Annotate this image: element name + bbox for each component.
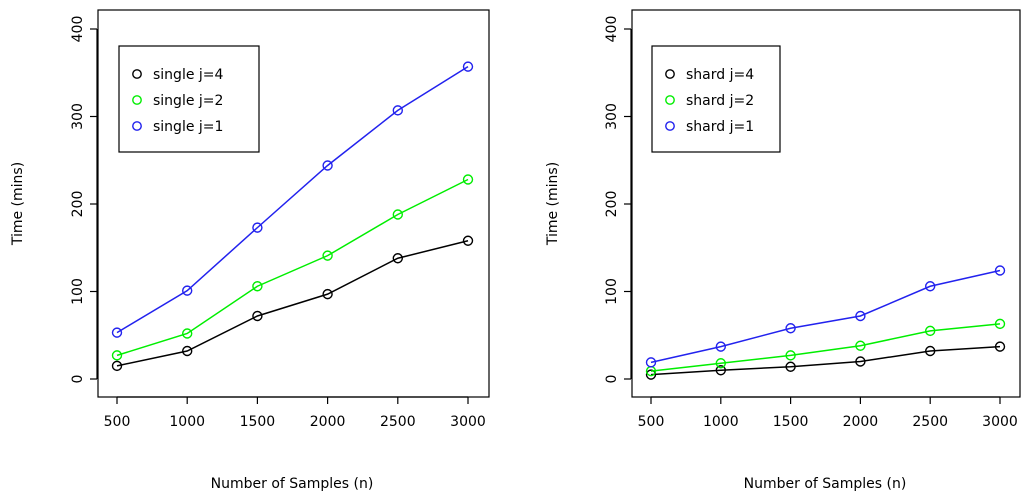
x-tick-label: 3000 (450, 414, 486, 430)
x-tick-label: 1000 (169, 414, 205, 430)
series-single-j-2 (111, 174, 474, 361)
series-line (116, 240, 469, 367)
legend-label: shard j=4 (686, 67, 754, 83)
y-tick-label: 300 (70, 103, 86, 130)
data-point (715, 365, 726, 376)
y-tick-label: 0 (604, 375, 620, 384)
y-axis-title: Time (mins) (10, 162, 26, 246)
legend-label: shard j=2 (686, 93, 754, 109)
data-point (462, 61, 474, 72)
legend-marker (665, 95, 675, 105)
series-line (650, 269, 1001, 364)
data-point (994, 265, 1006, 276)
legend-label: single j=4 (153, 67, 224, 83)
data-point (785, 323, 796, 334)
legend: shard j=4 shard j=2 shard j=1 (651, 45, 781, 153)
legend-label: shard j=1 (686, 119, 754, 135)
legend-marker (132, 121, 142, 131)
y-tick-label: 100 (70, 278, 86, 305)
legend-label: single j=2 (153, 93, 223, 109)
legend-box (651, 45, 781, 153)
series-single-j-4 (111, 235, 474, 372)
legend-marker (132, 69, 142, 79)
y-tick-label: 200 (604, 191, 620, 218)
legend-label: single j=1 (153, 119, 223, 135)
x-tick-label: 2000 (310, 414, 346, 430)
x-tick-label: 500 (104, 414, 131, 430)
y-tick-label: 400 (604, 16, 620, 43)
x-tick-label: 2500 (380, 414, 416, 430)
data-point (111, 327, 123, 338)
data-point (181, 285, 193, 296)
y-tick-label: 0 (70, 375, 86, 384)
data-point (855, 310, 866, 322)
series-shard-j-1 (645, 265, 1006, 368)
data-point (994, 341, 1006, 352)
data-point (462, 235, 474, 246)
y-axis-title: Time (mins) (545, 162, 561, 246)
x-axis-title: Number of Samples (n) (211, 476, 374, 492)
data-point (111, 360, 123, 372)
data-point (715, 358, 726, 369)
data-point (925, 345, 936, 357)
series-line (116, 178, 469, 357)
y-tick-label: 100 (604, 278, 620, 305)
data-point (925, 325, 936, 337)
x-tick-label: 1500 (240, 414, 276, 430)
series-line (650, 345, 1001, 376)
data-point (392, 253, 403, 264)
data-point (785, 361, 796, 372)
series-single-j-1 (111, 61, 474, 338)
chart-panel-shard: 0 100 200 300 400 500 1000 1500 2000 2500 3000 Numb… (545, 9, 1021, 492)
data-point (925, 281, 936, 292)
data-point (252, 310, 263, 322)
legend-marker (665, 121, 675, 131)
data-point (855, 340, 866, 351)
plot-frame (631, 9, 1021, 398)
x-tick-label: 500 (638, 414, 665, 430)
series-shard-j-4 (645, 341, 1006, 380)
x-tick-label: 2500 (912, 414, 948, 430)
series-line (116, 65, 469, 334)
x-tick-label: 1500 (773, 414, 809, 430)
series-line (650, 323, 1001, 372)
data-point (645, 369, 657, 380)
data-point (181, 345, 193, 357)
y-tick-label: 200 (70, 191, 86, 218)
x-tick-label: 3000 (982, 414, 1018, 430)
data-point (111, 350, 123, 361)
y-tick-label: 300 (604, 103, 620, 130)
data-point (855, 356, 866, 367)
data-point (181, 328, 193, 339)
legend-box (118, 45, 260, 153)
data-point (252, 222, 263, 233)
series-shard-j-2 (645, 318, 1006, 377)
y-tick-label: 400 (70, 16, 86, 43)
chart-panel-single: 0 100 200 300 400 500 1000 1500 2000 2500 3000 Numb… (10, 9, 490, 492)
data-point (645, 357, 657, 368)
legend-marker (132, 95, 142, 105)
data-point (785, 350, 796, 361)
x-axis-title: Number of Samples (n) (744, 476, 907, 492)
legend: single j=4 single j=2 single j=1 (118, 45, 260, 153)
legend-marker (665, 69, 675, 79)
data-point (392, 209, 403, 220)
data-point (392, 105, 403, 116)
data-point (322, 160, 333, 171)
x-tick-label: 1000 (703, 414, 739, 430)
data-point (715, 341, 726, 352)
x-tick-label: 2000 (843, 414, 879, 430)
data-point (322, 250, 333, 261)
data-point (462, 174, 474, 185)
data-point (252, 281, 263, 292)
plot-frame (97, 9, 490, 398)
data-point (322, 288, 333, 300)
data-point (994, 318, 1006, 330)
